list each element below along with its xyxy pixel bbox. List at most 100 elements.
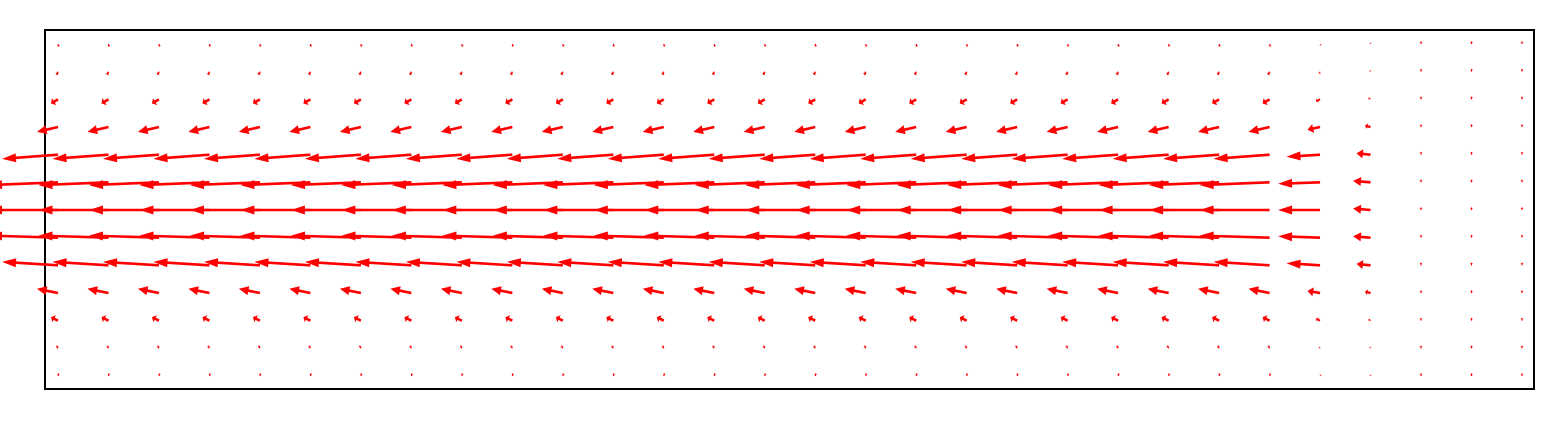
arrow (101, 315, 110, 323)
arrow (1112, 258, 1169, 268)
arrow (206, 71, 211, 76)
arrow (1016, 43, 1020, 47)
arrow (304, 153, 361, 163)
arrow (1218, 43, 1221, 47)
arrow (1199, 180, 1270, 190)
arrow (390, 286, 412, 296)
arrow (593, 231, 664, 241)
arrow (1520, 96, 1524, 100)
arrow (1419, 41, 1423, 44)
arrow (611, 345, 614, 349)
arrow (1470, 234, 1474, 238)
arrow (290, 205, 361, 215)
arrow (1011, 153, 1068, 163)
arrow (809, 153, 866, 163)
arrow (1520, 262, 1524, 266)
arrow (896, 205, 967, 215)
arrow (454, 315, 463, 323)
arrow (1278, 205, 1321, 215)
arrow (1470, 262, 1474, 266)
arrow (505, 98, 514, 106)
arrow (238, 286, 261, 296)
arrow (1286, 259, 1321, 269)
arrow (707, 315, 715, 323)
arrow (289, 125, 311, 135)
arrow (909, 98, 917, 106)
arrow (1470, 317, 1474, 321)
arrow (355, 153, 412, 163)
arrow (55, 345, 59, 349)
arrow (1369, 42, 1373, 44)
arrow (1163, 153, 1220, 163)
arrow (694, 180, 765, 190)
arrow (1419, 234, 1423, 238)
arrow (612, 43, 616, 47)
arrow (1368, 346, 1372, 349)
arrow (1470, 124, 1474, 127)
arrow (1065, 345, 1069, 349)
arrow (896, 231, 967, 241)
arrow (1198, 286, 1220, 296)
arrow (341, 180, 412, 190)
arrow (612, 373, 616, 377)
arrow (1520, 373, 1524, 376)
arrow (959, 315, 968, 323)
arrow (1520, 68, 1524, 72)
arrow (139, 205, 210, 215)
arrow (661, 345, 665, 349)
arrow (1111, 315, 1119, 323)
arrow (713, 373, 717, 377)
arrow (1470, 151, 1474, 155)
arrow (506, 258, 563, 268)
arrow (341, 231, 412, 241)
arrow (358, 71, 362, 76)
arrow (1520, 345, 1524, 349)
arrow (238, 125, 261, 135)
arrow (997, 180, 1068, 190)
arrow (51, 98, 59, 106)
arrow (156, 345, 160, 349)
arrow (814, 373, 818, 377)
arrow (137, 125, 160, 135)
arrow (795, 205, 866, 215)
arrow (1268, 43, 1272, 47)
arrow (1353, 204, 1371, 214)
arrow (945, 286, 967, 296)
arrow (997, 205, 1068, 215)
arrow (456, 153, 513, 163)
arrow (492, 205, 563, 215)
arrow (1212, 98, 1220, 106)
arrow (964, 71, 968, 76)
arrow (492, 231, 563, 241)
arrow (1115, 71, 1120, 76)
arrow (308, 345, 312, 349)
arrow (189, 231, 260, 241)
arrow (1046, 286, 1068, 296)
arrow (1065, 71, 1069, 76)
arrow (240, 180, 311, 190)
arrow (339, 286, 362, 296)
arrow (1318, 71, 1322, 74)
arrow (541, 125, 564, 135)
arrow (0, 180, 59, 190)
arrow (102, 258, 160, 268)
arrow (909, 315, 917, 323)
arrow (157, 373, 161, 377)
arrow (1353, 232, 1371, 242)
arrow (1161, 315, 1170, 323)
arrow (863, 345, 867, 349)
arrow (961, 153, 1018, 163)
arrow (959, 98, 968, 106)
arrow (303, 315, 311, 323)
arrow (290, 231, 361, 241)
arrow (1419, 124, 1423, 127)
arrow (1048, 180, 1119, 190)
arrow (965, 373, 969, 377)
arrow (139, 180, 210, 190)
arrow (656, 315, 665, 323)
arrow (1520, 41, 1524, 44)
arrow (252, 315, 261, 323)
arrow (2, 258, 59, 268)
arrow (38, 231, 109, 241)
arrow (309, 373, 313, 377)
